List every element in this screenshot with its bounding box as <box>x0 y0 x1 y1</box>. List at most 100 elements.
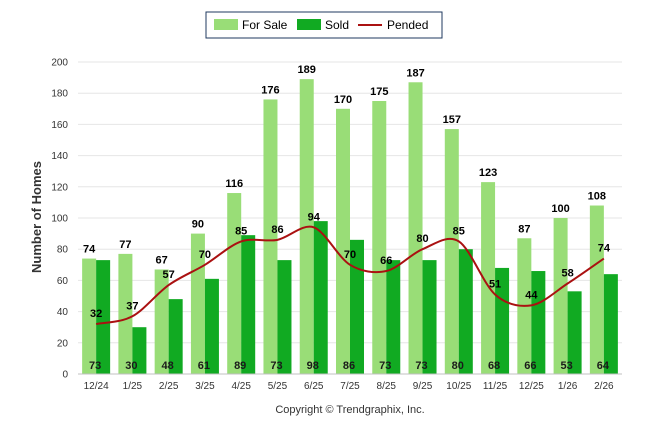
bars <box>82 79 618 375</box>
label-pended: 70 <box>344 249 356 261</box>
x-tick-label: 7/25 <box>340 381 360 392</box>
y-tick-label: 180 <box>51 89 68 100</box>
label-sold: 61 <box>198 360 210 372</box>
label-for-sale: 157 <box>443 114 461 126</box>
x-tick-label: 4/25 <box>231 381 251 392</box>
bar-sold <box>495 267 510 374</box>
label-for-sale: 77 <box>119 239 131 251</box>
label-pended: 57 <box>163 269 175 281</box>
legend-label-for-sale: For Sale <box>242 18 288 32</box>
label-sold: 73 <box>270 360 282 372</box>
x-tick-label: 11/25 <box>483 381 508 392</box>
label-for-sale: 67 <box>156 254 168 266</box>
label-pended: 37 <box>126 300 138 312</box>
bar-for-sale <box>444 129 459 374</box>
y-tick-label: 100 <box>51 214 68 225</box>
bar-for-sale <box>336 108 350 375</box>
label-pended: 32 <box>90 308 102 320</box>
label-for-sale: 108 <box>588 191 606 203</box>
bar-sold <box>204 278 219 374</box>
label-sold: 53 <box>560 360 572 372</box>
label-pended: 74 <box>598 243 611 255</box>
y-tick-label: 140 <box>51 151 68 162</box>
pended-line-layer <box>95 225 605 326</box>
label-for-sale: 123 <box>479 167 497 179</box>
label-pended: 44 <box>525 289 538 301</box>
x-tick-label: 8/25 <box>377 381 397 392</box>
bar-for-sale <box>82 258 97 374</box>
label-sold: 30 <box>125 360 137 372</box>
label-sold: 80 <box>452 360 464 372</box>
label-pended: 66 <box>380 255 392 267</box>
x-tick-label: 9/25 <box>413 381 433 392</box>
copyright-text: Copyright © Trendgraphix, Inc. <box>275 404 424 416</box>
bar-sold <box>241 235 256 374</box>
legend-label-sold: Sold <box>325 18 349 32</box>
label-pended: 85 <box>235 225 247 237</box>
label-for-sale: 87 <box>518 223 530 235</box>
x-tick-label: 1/26 <box>558 381 578 392</box>
legend: For Sale Sold Pended <box>205 11 443 39</box>
bar-sold <box>132 327 147 374</box>
legend-box <box>205 11 443 39</box>
label-for-sale: 189 <box>298 64 316 76</box>
label-for-sale: 187 <box>406 67 424 79</box>
label-sold: 48 <box>162 360 174 372</box>
label-sold: 64 <box>597 360 610 372</box>
x-tick-label: 5/25 <box>268 381 288 392</box>
label-pended: 80 <box>416 233 428 245</box>
bar-sold <box>277 260 292 374</box>
y-axis-title: Number of Homes <box>29 161 44 273</box>
bar-for-sale <box>118 253 133 374</box>
pended-line <box>95 225 605 326</box>
bar-for-sale <box>154 269 169 374</box>
bar-sold <box>96 260 111 374</box>
bar-for-sale <box>227 193 242 374</box>
x-tick-label: 3/25 <box>195 381 215 392</box>
label-sold: 89 <box>234 360 246 372</box>
bar-sold <box>313 221 328 374</box>
bar-for-sale <box>263 99 278 374</box>
y-tick-label: 200 <box>51 58 68 69</box>
bar-for-sale <box>372 101 387 374</box>
label-sold: 86 <box>343 360 355 372</box>
x-tick-label: 1/25 <box>123 381 143 392</box>
label-for-sale: 90 <box>192 219 204 231</box>
label-sold: 68 <box>488 360 500 372</box>
y-tick-label: 60 <box>57 276 69 287</box>
label-sold: 66 <box>524 360 536 372</box>
bar-sold <box>458 249 473 374</box>
label-pended: 85 <box>453 225 465 237</box>
legend-swatch-sold <box>297 19 321 30</box>
bar-sold <box>531 271 546 374</box>
legend-label-pended: Pended <box>387 18 428 32</box>
x-tick-label: 2/25 <box>159 381 179 392</box>
label-sold: 98 <box>307 360 319 372</box>
label-pended: 86 <box>271 224 283 236</box>
y-tick-label: 160 <box>51 120 68 131</box>
x-axis-ticks: 12/24 1/25 2/25 3/25 4/25 5/25 6/25 7/25 8/25 9/2… <box>84 381 614 392</box>
label-for-sale: 74 <box>83 244 96 256</box>
label-sold: 73 <box>89 360 101 372</box>
bar-for-sale <box>589 205 604 374</box>
bar-for-sale <box>553 218 568 374</box>
y-axis-ticks: 0 20 40 60 80 100 120 140 160 180 200 <box>51 58 68 381</box>
legend-swatch-for-sale <box>214 19 238 30</box>
x-tick-label: 6/25 <box>304 381 324 392</box>
data-labels: 74 73 77 30 67 48 90 61 116 89 176 73 189 98 170 86 175 7… <box>83 64 611 372</box>
label-for-sale: 116 <box>225 178 243 190</box>
bar-sold <box>567 291 582 374</box>
y-tick-label: 40 <box>57 307 69 318</box>
bar-sold <box>603 274 618 374</box>
label-pended: 58 <box>561 268 573 280</box>
label-pended: 70 <box>199 249 211 261</box>
label-for-sale: 100 <box>551 203 569 215</box>
label-sold: 73 <box>415 360 427 372</box>
x-tick-label: 2/26 <box>594 381 614 392</box>
bar-for-sale <box>190 233 205 374</box>
label-for-sale: 175 <box>370 86 388 98</box>
label-sold: 73 <box>379 360 391 372</box>
y-tick-label: 20 <box>57 338 69 349</box>
label-for-sale: 170 <box>334 94 352 106</box>
